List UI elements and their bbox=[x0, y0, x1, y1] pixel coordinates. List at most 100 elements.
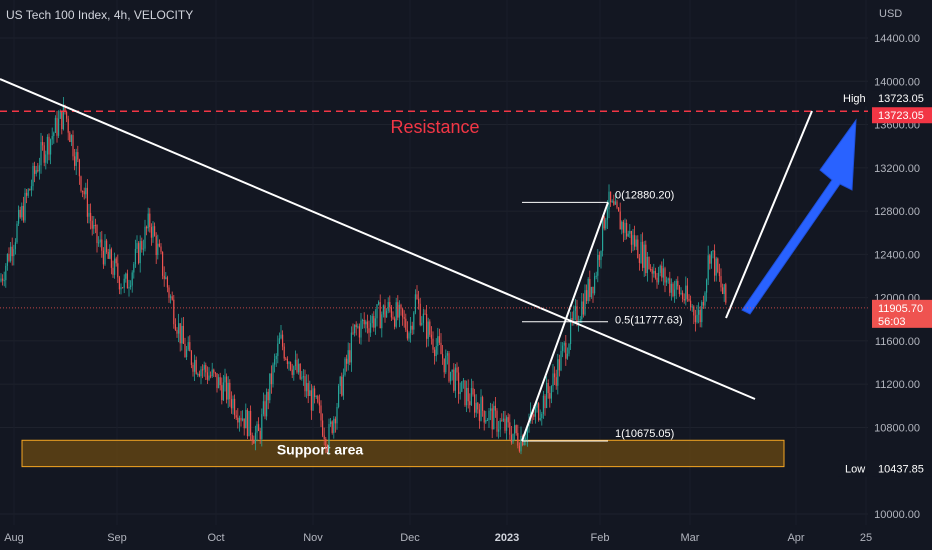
price-tick-label: 12800.00 bbox=[874, 206, 920, 218]
time-tick-label: 2023 bbox=[495, 532, 519, 544]
candle-body bbox=[618, 207, 620, 212]
candle-body bbox=[398, 304, 400, 318]
candle-body bbox=[221, 385, 223, 401]
candle-body bbox=[8, 253, 10, 261]
candle-body bbox=[13, 249, 15, 257]
symbol-title[interactable]: US Tech 100 Index, 4h, VELOCITY bbox=[6, 8, 194, 22]
candle-body bbox=[290, 362, 292, 370]
candle-body bbox=[278, 338, 280, 344]
candle-body bbox=[578, 322, 580, 324]
candle-body bbox=[310, 390, 312, 411]
candle-body bbox=[66, 111, 68, 119]
candle-body bbox=[90, 212, 92, 221]
candle-body bbox=[507, 417, 509, 423]
candle-body bbox=[557, 359, 559, 386]
candle-body bbox=[131, 272, 133, 286]
candle-body bbox=[651, 269, 653, 274]
downtrend-line bbox=[0, 78, 756, 400]
candle-body bbox=[718, 271, 720, 277]
candle-body bbox=[32, 165, 34, 187]
candle-body bbox=[259, 430, 261, 439]
candle-body bbox=[35, 170, 37, 174]
candle-body bbox=[650, 269, 652, 271]
candle-body bbox=[120, 287, 122, 290]
candle-body bbox=[643, 244, 645, 268]
candle-body bbox=[701, 302, 703, 323]
candle-body bbox=[309, 390, 311, 397]
candle-body bbox=[610, 191, 612, 203]
candle-body bbox=[587, 279, 589, 301]
candle-body bbox=[702, 302, 704, 306]
time-tick-label: Aug bbox=[4, 532, 24, 544]
price-tick-label: 13200.00 bbox=[874, 163, 920, 175]
candle-body bbox=[34, 165, 36, 174]
candle-body bbox=[72, 135, 74, 157]
candle-body bbox=[403, 317, 405, 319]
candle-body bbox=[118, 277, 120, 290]
candle-body bbox=[166, 277, 168, 288]
candle-body bbox=[144, 226, 146, 249]
candle-body bbox=[482, 397, 484, 411]
candle-body bbox=[710, 251, 712, 264]
candle-body bbox=[379, 302, 381, 329]
candle-body bbox=[210, 375, 212, 377]
candle-body bbox=[509, 422, 511, 435]
low-value: 10437.85 bbox=[878, 464, 924, 476]
candle-body bbox=[187, 342, 189, 350]
candle-body bbox=[493, 405, 495, 430]
candle-body bbox=[426, 314, 428, 339]
candle-body bbox=[331, 421, 333, 433]
candle-body bbox=[443, 358, 445, 373]
candle-body bbox=[475, 402, 477, 413]
candle-body bbox=[654, 270, 656, 278]
low-tag bbox=[838, 460, 868, 477]
candle-body bbox=[96, 225, 98, 244]
time-axis: Aug Sep Oct Nov Dec 2023 Feb Mar Apr 25 bbox=[4, 532, 872, 544]
candle-body bbox=[235, 415, 237, 418]
grid bbox=[0, 37, 868, 515]
candle-body bbox=[414, 294, 416, 313]
candle-body bbox=[275, 355, 277, 360]
candle-body bbox=[448, 353, 450, 382]
candle-body bbox=[344, 358, 346, 375]
candle-body bbox=[566, 353, 568, 359]
candle-body bbox=[330, 421, 332, 425]
candle-body bbox=[98, 242, 100, 244]
candle-body bbox=[126, 273, 128, 289]
candle-body bbox=[346, 358, 348, 364]
candle-body bbox=[21, 205, 23, 218]
candle-body bbox=[174, 324, 176, 331]
candle-body bbox=[454, 367, 456, 391]
time-tick-label: Apr bbox=[787, 532, 804, 544]
candle-body bbox=[638, 258, 640, 263]
candle-body bbox=[373, 316, 375, 328]
fib-level-label: 0.5(11777.63) bbox=[615, 315, 683, 327]
candle-body bbox=[445, 355, 447, 373]
candle-body bbox=[78, 159, 80, 177]
candle-body bbox=[635, 239, 637, 247]
candle-body bbox=[691, 306, 693, 308]
candle-body bbox=[491, 408, 493, 430]
candle-body bbox=[378, 302, 380, 305]
candle-body bbox=[458, 372, 460, 394]
candle-body bbox=[328, 424, 330, 449]
blue-up-arrow bbox=[741, 118, 857, 315]
candle-body bbox=[200, 369, 202, 377]
candle-body bbox=[222, 382, 224, 401]
candle-body bbox=[523, 440, 525, 446]
candle-body bbox=[658, 272, 660, 283]
candle-body bbox=[80, 176, 82, 191]
candle-body bbox=[435, 346, 437, 357]
fib-level-label: 1(10675.05) bbox=[615, 428, 674, 440]
candle-body bbox=[261, 414, 263, 439]
candle-body bbox=[184, 343, 186, 358]
candle-body bbox=[270, 373, 272, 385]
candle-body bbox=[501, 420, 503, 422]
candle-body bbox=[538, 403, 540, 421]
candle-body bbox=[363, 320, 365, 325]
candle-body bbox=[405, 318, 407, 330]
candle-body bbox=[142, 248, 144, 250]
candle-body bbox=[6, 253, 8, 266]
candle-body bbox=[150, 227, 152, 238]
